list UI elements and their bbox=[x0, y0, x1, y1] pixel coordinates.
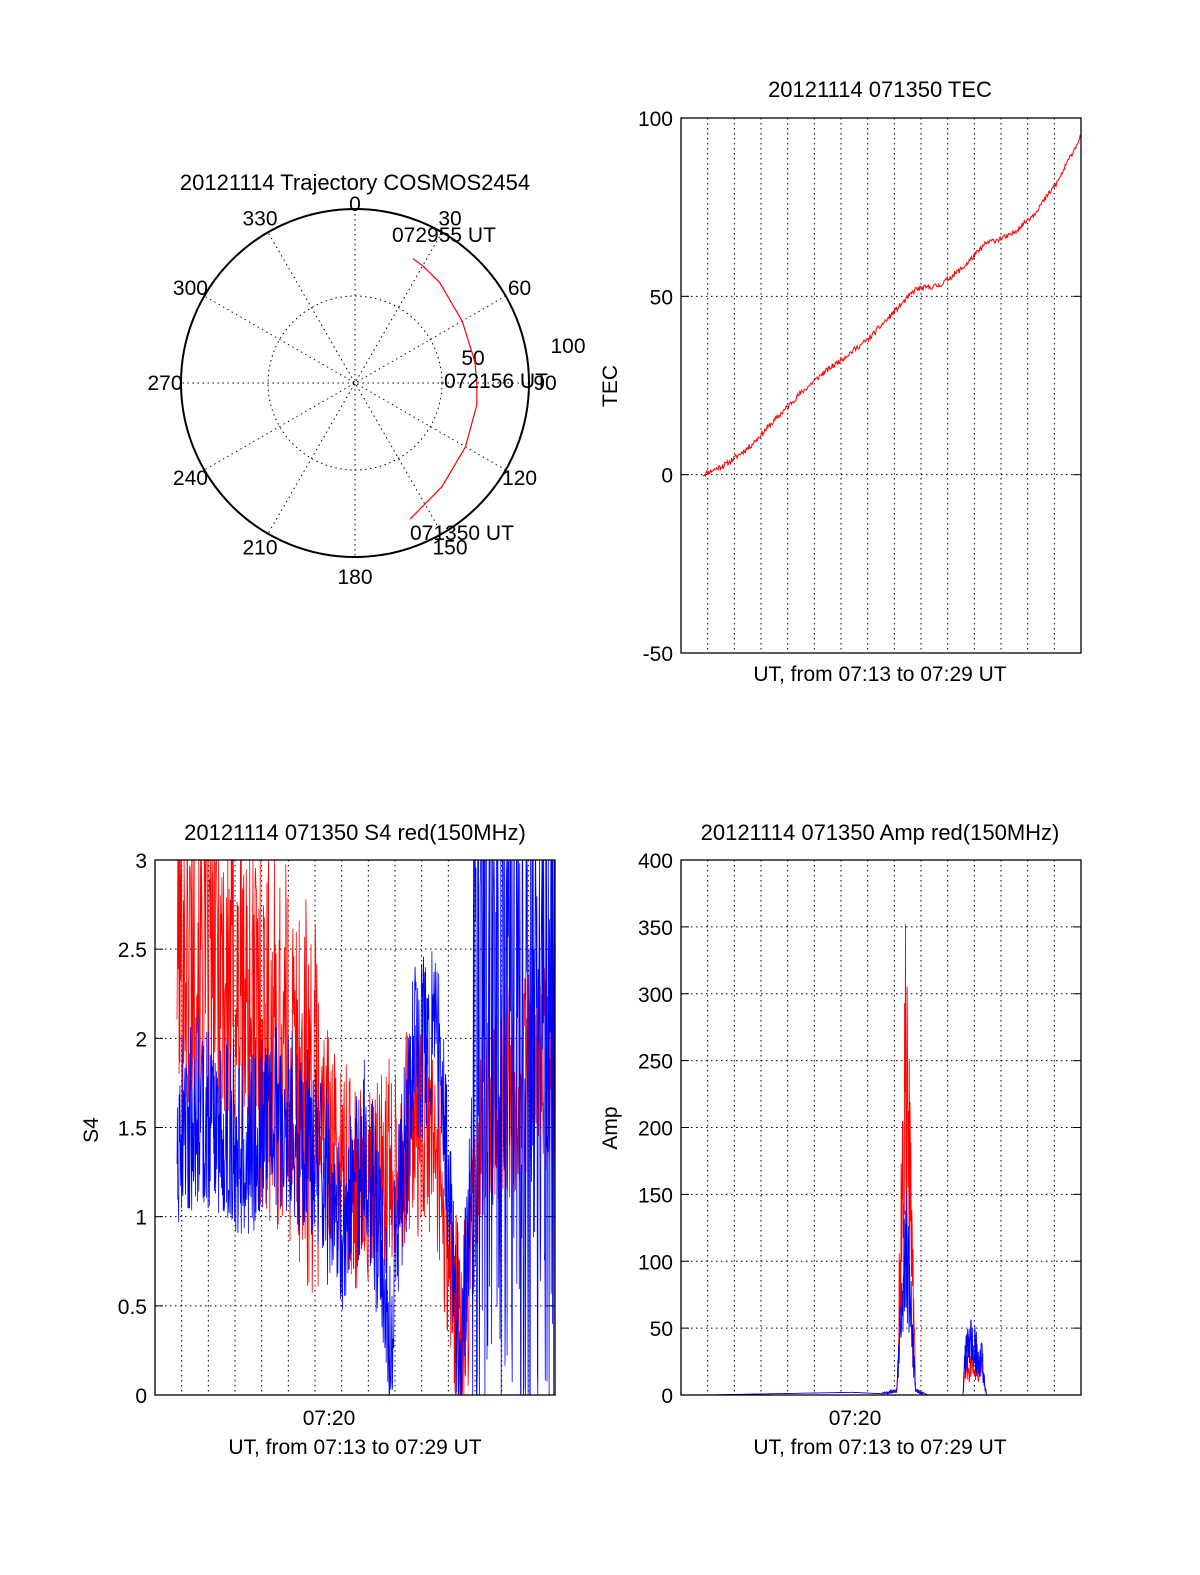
azimuth-label-60: 60 bbox=[508, 277, 531, 300]
amp-xtick-0720: 07:20 bbox=[829, 1407, 882, 1430]
s4-ytick-label: 1 bbox=[135, 1207, 147, 1230]
polar-spoke-30 bbox=[267, 232, 443, 534]
tec-grid bbox=[681, 118, 1081, 653]
amp-ytick-label: 100 bbox=[638, 1251, 673, 1274]
radial-label-100: 100 bbox=[550, 335, 585, 358]
tec-frame bbox=[680, 117, 1082, 654]
azimuth-label-120: 120 bbox=[502, 467, 537, 490]
s4-ytick-label: 3 bbox=[135, 850, 147, 873]
azimuth-label-30: 30 bbox=[438, 207, 461, 230]
s4-xtick-0720: 07:20 bbox=[303, 1407, 356, 1430]
s4-xlabel: UT, from 07:13 to 07:29 UT bbox=[228, 1436, 481, 1459]
polar-spokes bbox=[181, 209, 529, 557]
amp-ytick-label: 350 bbox=[638, 917, 673, 940]
tec-ylabel: TEC bbox=[599, 365, 622, 407]
amp-ytick-label: 400 bbox=[638, 850, 673, 873]
polar-inner-ring bbox=[267, 295, 443, 471]
azimuth-label-180: 180 bbox=[337, 566, 372, 589]
amp-xlabel: UT, from 07:13 to 07:29 UT bbox=[753, 1436, 1006, 1459]
tec-y-ticks: 100 50 0 -50 bbox=[638, 108, 673, 666]
tec-title: 20121114 071350 TEC bbox=[768, 77, 992, 102]
amp-title: 20121114 071350 Amp red(150MHz) bbox=[701, 820, 1060, 845]
amp-panel: 20121114 071350 Amp red(150MHz) 400 350 30… bbox=[599, 820, 1082, 1459]
amp-frame bbox=[680, 859, 1082, 1396]
azimuth-label-240: 240 bbox=[173, 467, 208, 490]
s4-ytick-label: 0 bbox=[135, 1385, 147, 1408]
amp-series bbox=[703, 924, 1081, 1396]
azimuth-label-300: 300 bbox=[173, 277, 208, 300]
s4-series bbox=[176, 859, 556, 1396]
tec-ytick-label: 50 bbox=[650, 286, 673, 309]
s4-ytick-label: 0.5 bbox=[118, 1296, 147, 1319]
trajectory-start-label: 071350 UT bbox=[410, 522, 514, 545]
azimuth-label-270: 270 bbox=[147, 372, 182, 395]
tec-series bbox=[702, 134, 1082, 478]
amp-ylabel: Amp bbox=[599, 1106, 622, 1149]
s4-panel: 20121114 071350 S4 red(150MHz) 3 2.5 2 1.5 1… bbox=[80, 820, 556, 1459]
polar-title: 20121114 Trajectory COSMOS2454 bbox=[180, 170, 530, 195]
azimuth-label-0: 0 bbox=[349, 193, 361, 216]
tec-panel: 20121114 071350 TEC 100 50 0 -50 TEC UT, fr… bbox=[599, 77, 1082, 686]
azimuth-label-210: 210 bbox=[242, 537, 277, 560]
trajectory-mid-label: 072156 UT bbox=[444, 370, 548, 393]
radial-label-50: 50 bbox=[461, 347, 484, 370]
s4-frame bbox=[154, 859, 556, 1396]
tec-ytick-label: -50 bbox=[643, 643, 673, 666]
polar-trajectory-panel: 20121114 Trajectory COSMOS2454 0 30 60 90 12… bbox=[147, 170, 585, 589]
polar-azimuth-labels: 0 30 60 90 120 150 180 210 240 270 300 330 bbox=[147, 193, 556, 589]
amp-ytick-label: 0 bbox=[661, 1385, 673, 1408]
s4-ylabel: S4 bbox=[80, 1117, 103, 1143]
azimuth-label-90: 90 bbox=[533, 372, 556, 395]
s4-title: 20121114 071350 S4 red(150MHz) bbox=[184, 820, 526, 845]
tec-xlabel: UT, from 07:13 to 07:29 UT bbox=[753, 663, 1006, 686]
amp-ytick-label: 150 bbox=[638, 1184, 673, 1207]
amp-ytick-label: 50 bbox=[650, 1318, 673, 1341]
amp-ytick-label: 250 bbox=[638, 1051, 673, 1074]
tec-series-line bbox=[702, 134, 1082, 478]
s4-ytick-label: 2.5 bbox=[118, 939, 147, 962]
amp-y-ticks: 400 350 300 250 200 150 100 50 0 bbox=[638, 850, 673, 1408]
amp-grid bbox=[681, 860, 1081, 1395]
amp-series-line-blue bbox=[703, 1191, 1081, 1396]
tec-ytick-label: 100 bbox=[638, 108, 673, 131]
azimuth-label-150: 150 bbox=[432, 537, 467, 560]
azimuth-label-330: 330 bbox=[242, 207, 277, 230]
amp-ytick-label: 300 bbox=[638, 984, 673, 1007]
amp-ytick-label: 200 bbox=[638, 1118, 673, 1141]
tec-ytick-label: 0 bbox=[661, 465, 673, 488]
trajectory-end-label: 072955 UT bbox=[392, 224, 496, 247]
s4-ytick-label: 1.5 bbox=[118, 1118, 147, 1141]
polar-spoke-150 bbox=[267, 232, 443, 534]
s4-y-ticks: 3 2.5 2 1.5 1 0.5 0 bbox=[118, 850, 147, 1408]
trajectory-line bbox=[409, 258, 478, 520]
amp-series-line-red bbox=[703, 924, 1081, 1396]
s4-series-line-blue bbox=[176, 859, 556, 1396]
s4-ytick-label: 2 bbox=[135, 1028, 147, 1051]
